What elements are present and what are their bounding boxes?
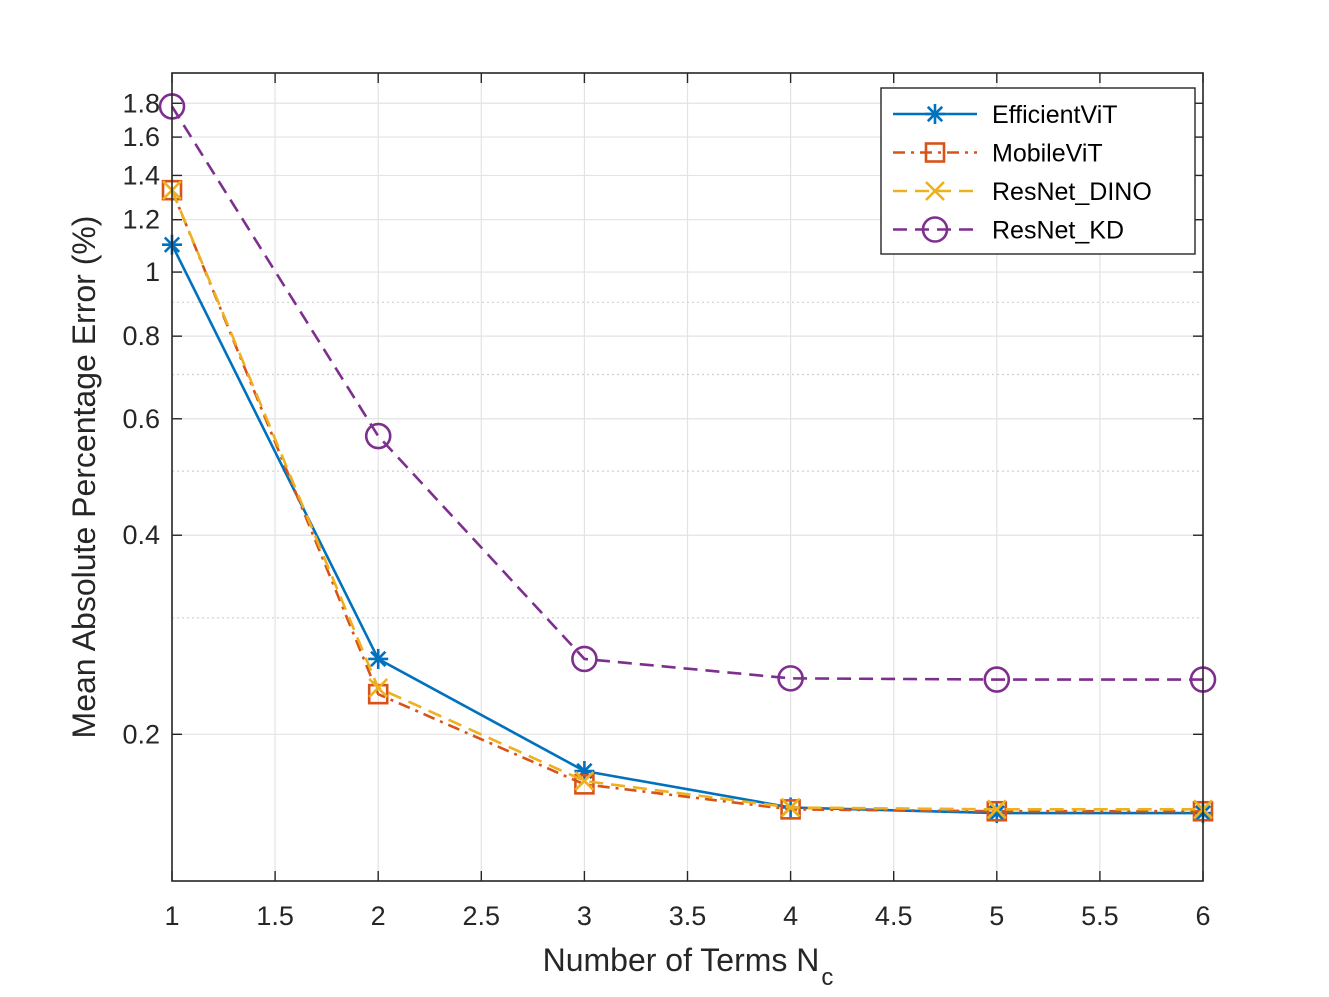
x-tick-label: 2 — [371, 901, 386, 931]
x-tick-label: 4.5 — [875, 901, 913, 931]
legend-label: MobileViT — [992, 140, 1103, 168]
x-tick-label: 1 — [164, 901, 179, 931]
data-point — [780, 799, 801, 820]
series-resnet-dino — [162, 180, 1213, 820]
data-point — [368, 648, 389, 669]
data-point — [368, 678, 389, 698]
legend-marker — [921, 216, 949, 243]
legend-entry: MobileViT — [893, 140, 1103, 168]
series-line — [170, 244, 1203, 815]
legend-label: EfficientViT — [992, 101, 1118, 129]
y-tick-label: 0.6 — [122, 404, 160, 434]
x-axis-title: Number of Terms Nc — [543, 942, 834, 991]
x-tick-label: 3 — [577, 901, 592, 931]
data-point — [571, 645, 598, 673]
x-tick-label: 1.5 — [256, 901, 294, 931]
legend-marker — [925, 181, 945, 201]
data-point — [777, 665, 804, 692]
legend-entry: ResNet_DINO — [893, 178, 1152, 206]
series-group — [158, 93, 1217, 824]
ticks — [171, 73, 1204, 881]
legend: EfficientViT MobileViT ResNet_DINO ResNet_K… — [880, 87, 1196, 255]
series-line — [170, 105, 1203, 681]
y-tick-label: 1.8 — [122, 88, 160, 118]
y-tick-label: 1 — [145, 257, 160, 287]
x-tick-label: 2.5 — [463, 901, 501, 931]
y-tick-label: 0.4 — [122, 520, 160, 550]
legend-marker — [924, 142, 946, 163]
y-tick-label: 0.8 — [122, 321, 160, 351]
x-tick-label: 3.5 — [669, 901, 707, 931]
legend-entry: ResNet_KD — [893, 216, 1124, 245]
x-axis-title-subscript: c — [821, 964, 833, 991]
series-line — [170, 189, 1203, 813]
data-point — [780, 797, 801, 818]
x-tick-label: 4 — [783, 901, 798, 931]
data-point — [986, 800, 1008, 822]
series-line — [170, 189, 1203, 811]
data-point — [986, 799, 1007, 820]
x-tick-label: 6 — [1195, 901, 1210, 931]
legend-label: ResNet_DINO — [992, 178, 1152, 206]
y-tick-label: 1.6 — [122, 122, 160, 152]
data-point — [364, 422, 392, 450]
y-tick-labels: 0.2 0.4 0.6 0.8 1 1.2 1.4 1.6 1.8 — [122, 88, 160, 749]
legend-marker — [925, 104, 945, 124]
data-point — [983, 666, 1011, 693]
legend-label: ResNet_KD — [992, 217, 1124, 245]
data-point — [574, 771, 595, 791]
x-tick-label: 5.5 — [1081, 901, 1119, 931]
legend-entry: EfficientViT — [893, 101, 1118, 129]
y-tick-label: 1.4 — [122, 160, 160, 190]
y-tick-label: 0.2 — [122, 719, 160, 749]
x-tick-labels: 1 1.5 2 2.5 3 3.5 4 4.5 5 5.5 6 — [164, 901, 1210, 931]
x-tick-label: 5 — [989, 901, 1004, 931]
y-axis-title: Mean Absolute Percentage Error (%) — [66, 216, 102, 739]
data-point — [574, 774, 595, 795]
y-tick-label: 1.2 — [122, 205, 160, 235]
